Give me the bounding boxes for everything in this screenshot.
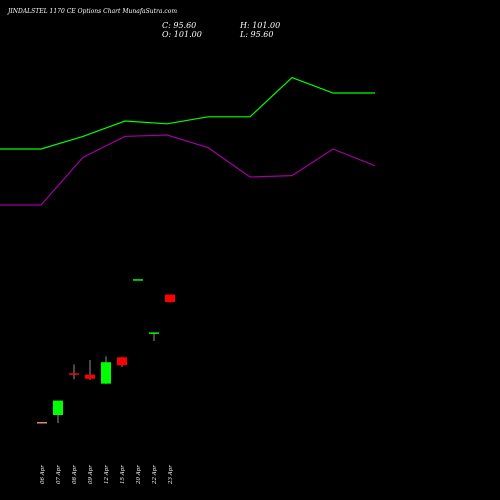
x-tick-label: 20 Apr bbox=[136, 465, 142, 485]
x-tick-label: 08 Apr bbox=[72, 465, 78, 484]
x-tick-label: 23 Apr bbox=[168, 465, 174, 485]
x-tick-label: 22 Apr bbox=[152, 465, 158, 485]
lower-band-line bbox=[0, 134, 376, 206]
chart-title: JINDALSTEL 1170 CE Options Chart MunafaS… bbox=[8, 8, 178, 15]
candle-body bbox=[117, 357, 127, 366]
candle-body bbox=[133, 279, 143, 281]
x-tick-label: 15 Apr bbox=[120, 465, 126, 484]
high-value: H: 101.00 bbox=[240, 21, 281, 30]
x-tick-label: 09 Apr bbox=[88, 465, 94, 484]
candle-body bbox=[85, 374, 95, 379]
close-value: C: 95.60 bbox=[162, 21, 197, 30]
candle-body bbox=[37, 422, 47, 424]
low-value: L: 95.60 bbox=[240, 30, 274, 39]
x-tick-label: 12 Apr bbox=[104, 465, 110, 484]
candle-body bbox=[165, 294, 175, 303]
candle-body bbox=[101, 362, 111, 384]
x-tick-label: 06 Apr bbox=[40, 465, 46, 484]
upper-band-line bbox=[0, 76, 375, 150]
x-tick-label: 07 Apr bbox=[56, 465, 62, 484]
candle-body bbox=[69, 373, 79, 375]
candle-body bbox=[149, 332, 159, 334]
candle-body bbox=[53, 400, 63, 415]
open-value: O: 101.00 bbox=[162, 30, 202, 39]
